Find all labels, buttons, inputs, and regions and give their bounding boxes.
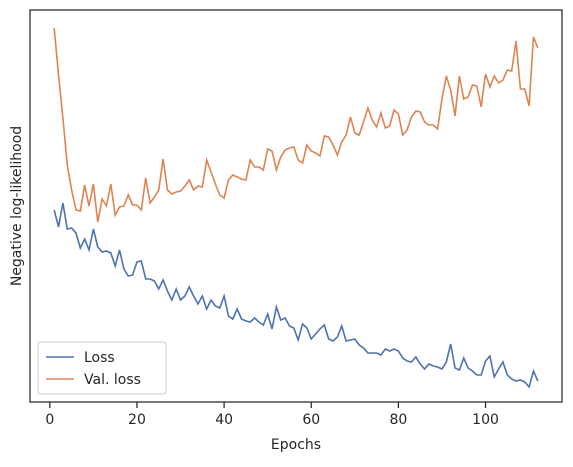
x-tick-label: 100 bbox=[472, 412, 499, 428]
x-tick-label: 20 bbox=[128, 412, 146, 428]
y-axis-label: Negative log-likelihood bbox=[9, 126, 25, 286]
legend-box bbox=[37, 341, 167, 395]
x-tick-label: 0 bbox=[45, 412, 54, 428]
line-series bbox=[53, 202, 539, 389]
line-series bbox=[53, 27, 539, 223]
x-tick-label: 40 bbox=[215, 412, 233, 428]
legend-label: Val. loss bbox=[84, 372, 141, 388]
legend: Loss Val. loss bbox=[37, 341, 167, 395]
legend-label: Loss bbox=[84, 350, 115, 366]
x-axis-label: Epochs bbox=[271, 437, 321, 453]
x-tick-label: 80 bbox=[389, 412, 407, 428]
x-tick-label: 60 bbox=[302, 412, 320, 428]
plot-frame bbox=[29, 9, 563, 403]
